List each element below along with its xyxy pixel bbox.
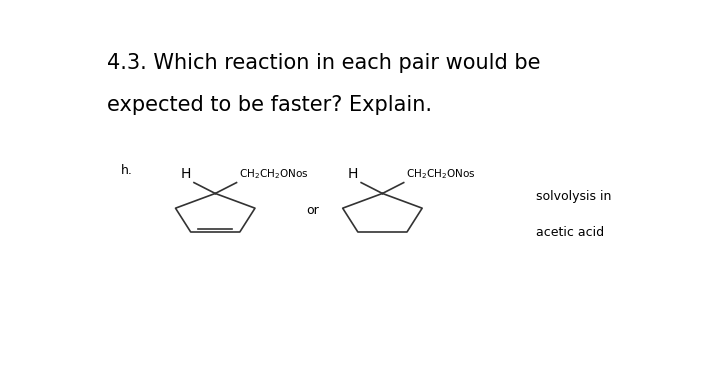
Text: H: H <box>348 167 358 181</box>
Text: h.: h. <box>121 164 132 177</box>
Text: solvolysis in: solvolysis in <box>536 190 611 203</box>
Text: expected to be faster? Explain.: expected to be faster? Explain. <box>106 96 431 115</box>
Text: acetic acid: acetic acid <box>536 226 604 239</box>
Text: H: H <box>180 167 191 181</box>
Text: $\mathregular{CH_2CH_2ONos}$: $\mathregular{CH_2CH_2ONos}$ <box>239 168 308 181</box>
Text: $\mathregular{CH_2CH_2ONos}$: $\mathregular{CH_2CH_2ONos}$ <box>406 168 476 181</box>
Text: 4.3. Which reaction in each pair would be: 4.3. Which reaction in each pair would b… <box>106 53 540 73</box>
Text: or: or <box>306 204 319 217</box>
